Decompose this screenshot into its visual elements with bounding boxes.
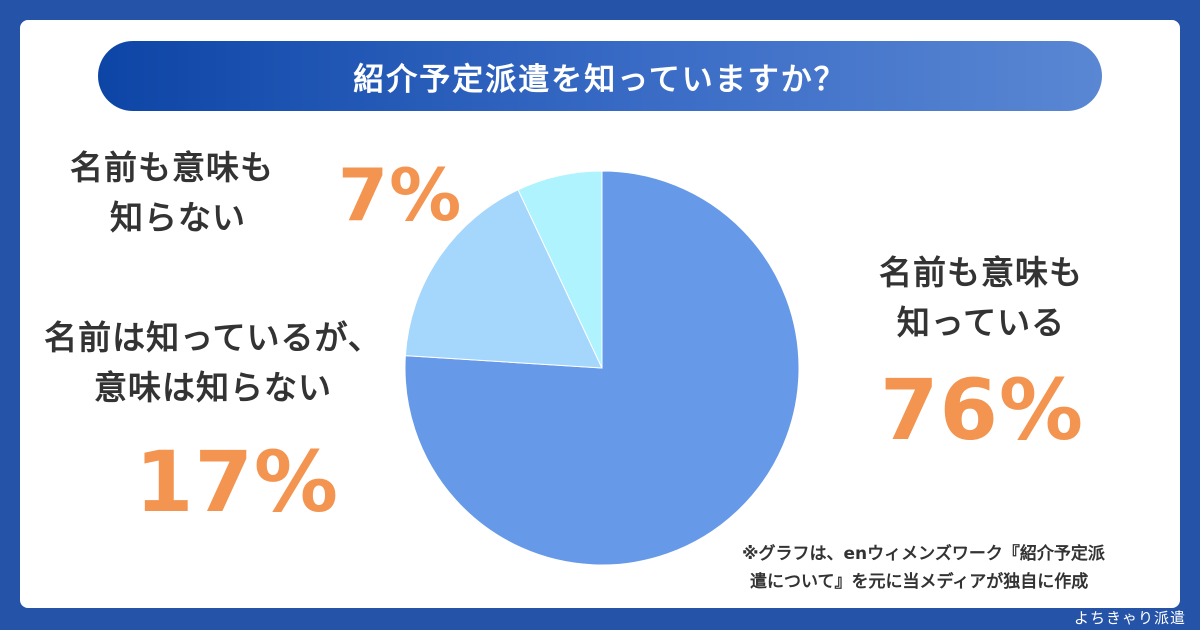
label-big-group: 名前も意味も 知っている [846,248,1116,348]
site-credit: よちきゃり派遣 [1073,609,1186,627]
chart-title: 紹介予定派遣を知っていますか？ [98,41,1102,111]
label-big-line1: 名前も意味も [879,253,1083,292]
percent-small: 7% [338,153,463,237]
percent-mid: 17% [135,433,340,531]
source-note-line1: ※グラフは、enウィメンズワーク『紹介予定派 [742,544,1105,564]
label-big-line2: 知っている [896,303,1066,342]
pie-slice-big [404,170,800,566]
source-note-line2: 遣について』を元に当メディアが独自に作成 [750,572,1089,592]
pie-slice-mid [404,189,603,369]
pie-slice-small [517,170,603,369]
pie-chart [404,170,800,566]
label-mid-line2: 意味は知らない [94,368,332,407]
percent-big: 76% [880,361,1085,459]
label-small-line1: 名前も意味も [70,148,274,187]
label-small-line2: 知らない [110,198,246,237]
source-note: ※グラフは、enウィメンズワーク『紹介予定派 遣について』を元に当メディアが独自… [742,540,1162,596]
label-small-group: 名前も意味も 知らない [70,143,274,243]
label-mid-group: 名前は知っているが、 意味は知らない [38,313,388,413]
label-mid-line1: 名前は知っているが、 [44,318,382,357]
